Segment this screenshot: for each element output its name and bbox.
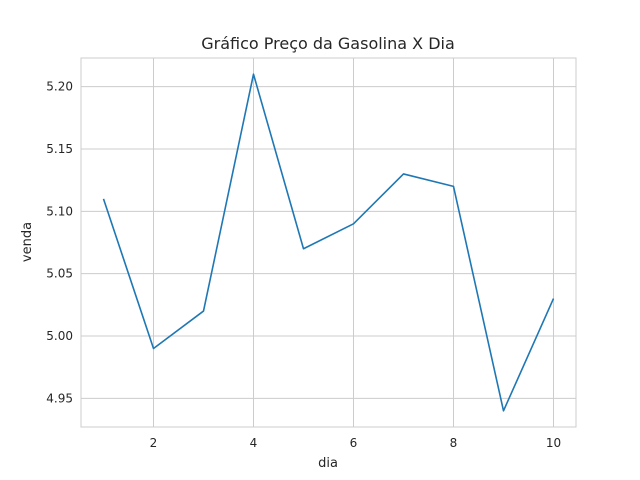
y-axis-label: venda: [20, 222, 35, 262]
x-tick-label: 6: [350, 436, 358, 450]
x-tick-label: 2: [150, 436, 158, 450]
y-tick-label: 5.10: [46, 204, 73, 218]
y-tick-label: 5.05: [46, 267, 73, 281]
x-tick-label: 4: [250, 436, 258, 450]
y-tick-labels: 4.95 5.00 5.05 5.10 5.15 5.20: [46, 80, 73, 406]
y-tick-label: 5.15: [46, 142, 73, 156]
y-tick-label: 4.95: [46, 391, 73, 405]
x-tick-label: 10: [546, 436, 561, 450]
grid-lines: [81, 58, 576, 427]
x-tick-labels: 2 4 6 8 10: [150, 436, 561, 450]
series-group: [102, 73, 555, 412]
x-axis-label: dia: [318, 456, 338, 471]
y-tick-label: 5.00: [46, 329, 73, 343]
chart-title: Gráfico Preço da Gasolina X Dia: [201, 34, 455, 53]
plot-area-frame: [80, 57, 577, 428]
x-tick-label: 8: [450, 436, 458, 450]
y-tick-label: 5.20: [46, 80, 73, 94]
series-line: [102, 73, 555, 412]
